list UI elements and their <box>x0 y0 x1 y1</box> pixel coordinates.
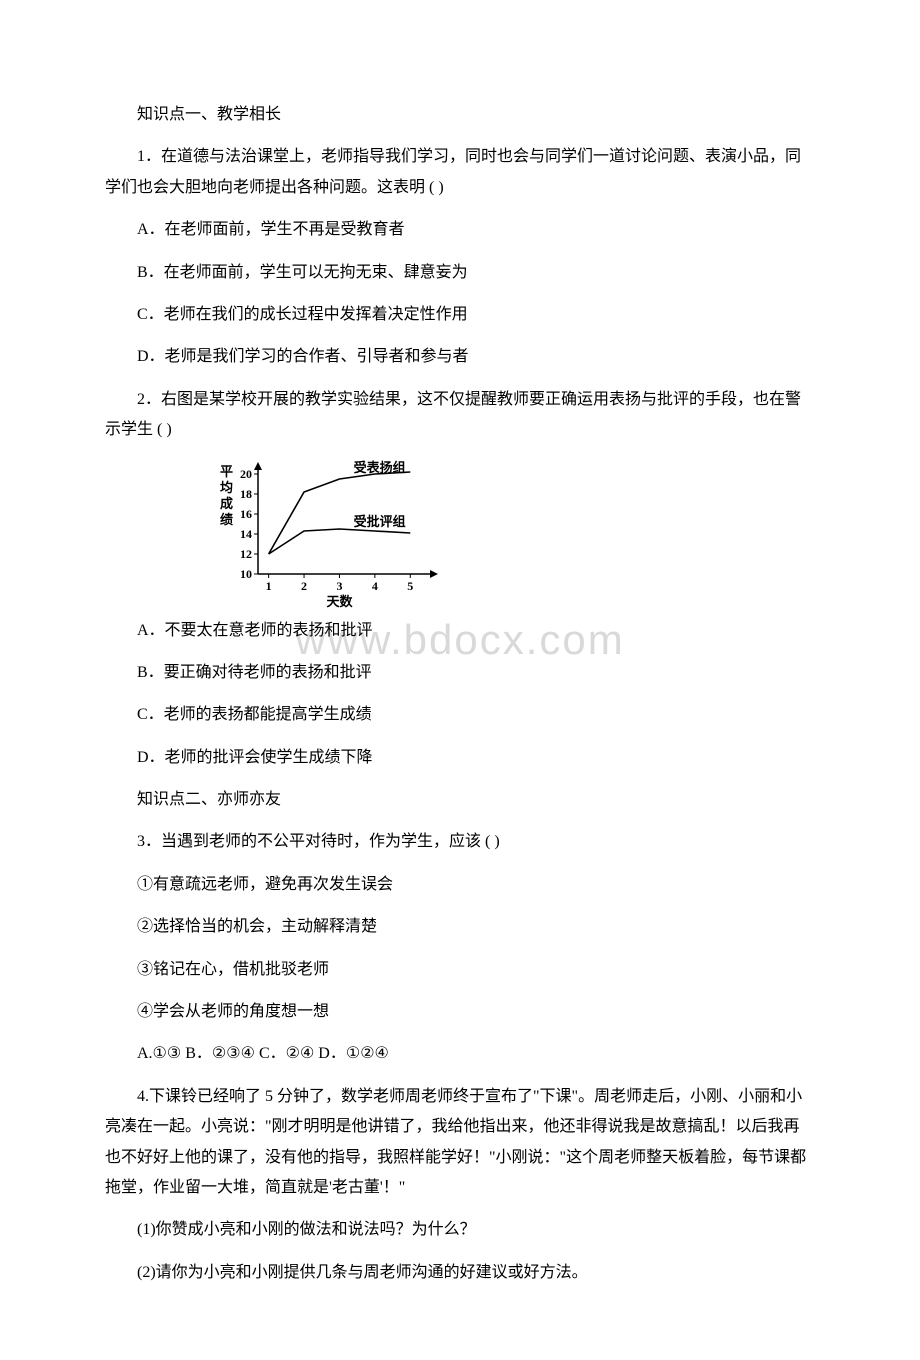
list-item: ④学会从老师的角度想一想 <box>105 997 815 1027</box>
option-d: D．老师是我们学习的合作者、引导者和参与者 <box>105 342 815 372</box>
svg-text:2: 2 <box>301 579 307 593</box>
svg-text:均: 均 <box>220 480 233 495</box>
svg-text:10: 10 <box>240 567 252 581</box>
svg-text:16: 16 <box>240 507 252 521</box>
section-title: 知识点二、亦师亦友 <box>105 785 815 815</box>
question-stem: 4.下课铃已经响了 5 分钟了，数学老师周老师终于宣布了"下课"。周老师走后，小… <box>105 1082 815 1204</box>
option-b: B．要正确对待老师的表扬和批评 <box>105 658 815 688</box>
svg-text:12: 12 <box>240 547 252 561</box>
svg-text:4: 4 <box>372 579 378 593</box>
sub-question: (2)请你为小亮和小刚提供几条与周老师沟通的好建议或好方法。 <box>105 1258 815 1288</box>
list-item: ②选择恰当的机会，主动解释清楚 <box>105 912 815 942</box>
line-chart: 10121416182012345平均成绩天数受表扬组受批评组 <box>210 458 450 608</box>
option-d: D．老师的批评会使学生成绩下降 <box>105 743 815 773</box>
option-c: C．老师的表扬都能提高学生成绩 <box>105 700 815 730</box>
svg-text:3: 3 <box>336 579 342 593</box>
svg-text:绩: 绩 <box>220 512 233 527</box>
option-line: A.①③ B．②③④ C．②④ D．①②④ <box>105 1039 815 1069</box>
svg-text:18: 18 <box>240 487 252 501</box>
svg-text:受表扬组: 受表扬组 <box>354 460 406 475</box>
sub-question: (1)你赞成小亮和小刚的做法和说法吗？为什么？ <box>105 1215 815 1245</box>
svg-text:1: 1 <box>266 579 272 593</box>
list-item: ③铭记在心，借机批驳老师 <box>105 955 815 985</box>
section-title: 知识点一、教学相长 <box>105 100 815 130</box>
svg-text:天数: 天数 <box>326 594 353 608</box>
svg-text:成: 成 <box>220 496 233 511</box>
question-stem: 2．右图是某学校开展的教学实验结果，这不仅提醒教师要正确运用表扬与批评的手段，也… <box>105 385 815 446</box>
svg-text:20: 20 <box>240 467 252 481</box>
svg-text:5: 5 <box>407 579 413 593</box>
list-item: ①有意疏远老师，避免再次发生误会 <box>105 870 815 900</box>
option-a: A．在老师面前，学生不再是受教育者 <box>105 215 815 245</box>
option-a: A．不要太在意老师的表扬和批评 <box>105 616 815 646</box>
svg-text:受批评组: 受批评组 <box>354 514 406 529</box>
option-c: C．老师在我们的成长过程中发挥着决定性作用 <box>105 300 815 330</box>
option-b: B．在老师面前，学生可以无拘无束、肆意妄为 <box>105 258 815 288</box>
svg-text:平: 平 <box>220 464 233 479</box>
question-stem: 1．在道德与法治课堂上，老师指导我们学习，同时也会与同学们一道讨论问题、表演小品… <box>105 142 815 203</box>
chart-svg: 10121416182012345平均成绩天数受表扬组受批评组 <box>210 458 450 608</box>
svg-text:14: 14 <box>240 527 252 541</box>
question-stem: 3．当遇到老师的不公平对待时，作为学生，应该 ( ) <box>105 827 815 857</box>
